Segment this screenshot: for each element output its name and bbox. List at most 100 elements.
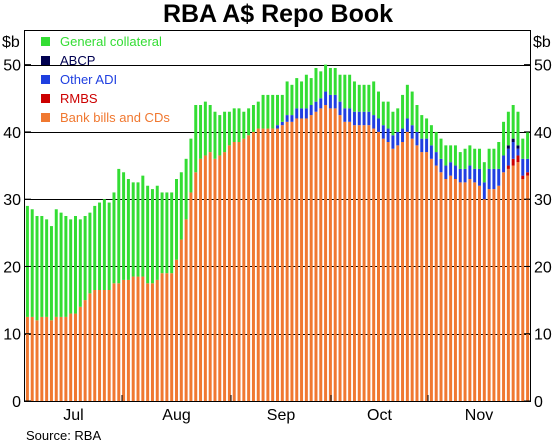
bar-adi — [386, 128, 390, 142]
bar-gc — [502, 121, 506, 156]
bar-bb — [175, 259, 178, 401]
bar-gc — [348, 74, 352, 109]
bar-gc — [199, 105, 203, 159]
bar-bb — [444, 179, 448, 401]
bar-gc — [242, 111, 246, 139]
bar-gc — [266, 94, 270, 129]
bar-rmbs — [506, 165, 510, 169]
bar-gc — [468, 145, 472, 166]
bar-bb — [54, 316, 58, 401]
bar-gc — [482, 162, 486, 183]
bar-bb — [391, 148, 395, 401]
bar-adi — [348, 108, 352, 122]
bar-gc — [478, 148, 481, 169]
bar-bb — [232, 142, 236, 401]
y-tick-label-right: 50 — [534, 58, 552, 75]
bar-bb — [352, 125, 356, 402]
bar-bb — [506, 168, 510, 401]
bar-bb — [146, 283, 150, 401]
bar-gc — [102, 199, 106, 290]
bar-bb — [40, 316, 44, 401]
bar-adi — [405, 118, 409, 132]
axis-ticks: 0 0 10 10 20 20 30 30 40 40 50 50 Jul Aug Sep Oct Nov — [3, 58, 552, 424]
bar-bb — [362, 125, 366, 402]
bar-gc — [377, 91, 380, 119]
bar-gc — [131, 182, 135, 277]
bar-adi — [304, 108, 308, 119]
bar-bb — [381, 138, 385, 401]
bar-bb — [93, 290, 97, 401]
bar-bb — [487, 189, 491, 401]
bar-adi — [357, 111, 361, 126]
bar-gc — [25, 205, 29, 317]
bar-bb — [304, 118, 308, 401]
bar-adi — [497, 168, 501, 186]
bar-adi — [506, 148, 510, 166]
legend-label: General collateral — [60, 34, 162, 49]
bar-gc — [203, 101, 207, 156]
bar-gc — [83, 216, 87, 301]
bar-gc — [415, 105, 419, 132]
bar-gc — [194, 105, 198, 173]
bar-adi — [420, 138, 424, 153]
bar-bb — [98, 290, 102, 401]
bar-gc — [227, 111, 231, 146]
bar-gc — [295, 78, 299, 109]
bar-gc — [150, 189, 154, 284]
bar-adi — [338, 101, 342, 116]
bar-gc — [49, 226, 53, 321]
y-tick-label-right: 0 — [534, 394, 543, 411]
bar-bb — [478, 185, 481, 401]
bar-bb — [492, 189, 496, 401]
bar-gc — [208, 105, 212, 153]
bar-bb — [251, 131, 255, 401]
legend-swatch — [41, 75, 50, 84]
bar-bb — [223, 152, 227, 401]
x-tick-label: Jul — [63, 407, 83, 424]
y-tick-label-left: 10 — [3, 327, 21, 344]
bar-gc — [223, 111, 227, 153]
bar-adi — [362, 111, 366, 126]
bar-bb — [280, 125, 284, 402]
y-tick-label-left: 50 — [3, 58, 21, 75]
bar-gc — [463, 148, 467, 169]
x-tick-label: Aug — [162, 407, 190, 424]
bar-bb — [179, 239, 183, 401]
bar-gc — [290, 84, 294, 116]
legend: General collateral ABCP Other ADI RMBS Bank … — [41, 34, 170, 125]
bar-bb — [439, 172, 443, 401]
bar-bb — [372, 128, 376, 402]
bar-gc — [372, 81, 376, 116]
bar-bb — [237, 142, 241, 401]
bar-adi — [295, 108, 299, 119]
bar-gc — [40, 216, 44, 317]
bar-gc — [492, 148, 496, 169]
bar-bb — [526, 175, 530, 401]
legend-label: Bank bills and CDs — [60, 110, 170, 125]
y-tick-label-left: 30 — [3, 192, 21, 209]
bar-bb — [502, 172, 506, 401]
bar-bb — [266, 128, 270, 402]
bar-adi — [449, 162, 453, 176]
bar-gc — [391, 111, 395, 136]
bar-gc — [473, 148, 477, 169]
bar-gc — [247, 108, 251, 136]
plot-border — [24, 30, 531, 402]
bar-adi — [453, 165, 457, 179]
legend-swatch — [41, 37, 50, 46]
bar-bb — [449, 175, 453, 401]
bar-gc — [189, 138, 193, 193]
bar-gc — [352, 81, 356, 112]
bar-gc — [126, 179, 130, 280]
y-unit-right: $b — [533, 34, 551, 51]
bar-adi — [425, 138, 429, 153]
bar-gc — [112, 192, 116, 284]
bar-gc — [526, 131, 530, 159]
bar-gc — [160, 192, 164, 274]
x-tick-label: Nov — [465, 407, 493, 424]
bar-gc — [497, 142, 501, 169]
bar-gc — [410, 91, 414, 126]
bar-bb — [199, 158, 203, 401]
bar-adi — [429, 145, 433, 159]
bar-gc — [487, 148, 491, 169]
